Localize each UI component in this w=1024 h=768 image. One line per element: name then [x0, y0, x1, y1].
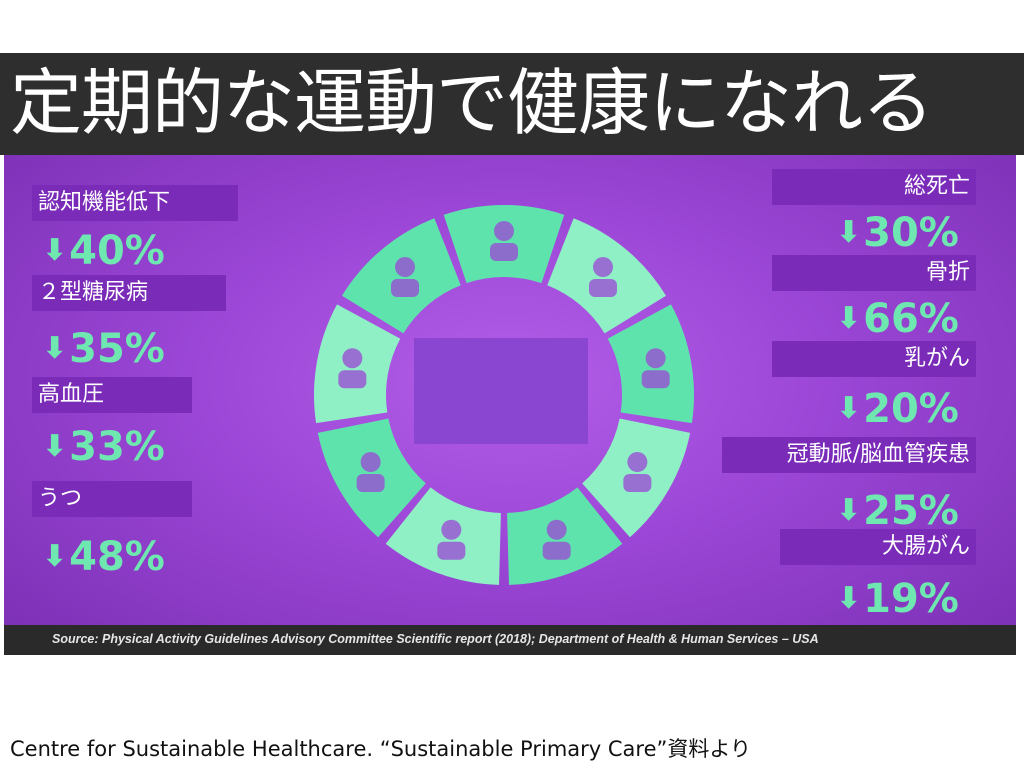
title-bar: 定期的な運動で健康になれる — [0, 53, 1024, 155]
infographic-panel: 認知機能低下 ⬇ 40% ２型糖尿病 ⬇ 35% 高血圧 ⬇ 33% うつ ⬇ 48% … — [4, 155, 1016, 655]
heart-icon — [338, 348, 367, 389]
hand-icon — [391, 257, 420, 298]
down-arrow-icon: ⬇ — [836, 215, 862, 250]
left-value-0: ⬇ 40% — [42, 228, 165, 274]
left-value-2: ⬇ 33% — [42, 424, 165, 470]
left-label-3: うつ — [32, 481, 192, 517]
down-arrow-icon: ⬇ — [836, 301, 862, 336]
left-value-1: ⬇ 35% — [42, 326, 165, 372]
right-value-4: ⬇ 19% — [836, 576, 959, 622]
wheel-center — [414, 338, 588, 444]
slide-title: 定期的な運動で健康になれる — [10, 61, 934, 145]
activity-wheel — [314, 205, 694, 585]
down-arrow-icon: ⬇ — [836, 391, 862, 426]
wheel-segment — [385, 487, 501, 585]
person-silhouette-icon — [356, 452, 385, 492]
left-label-0: 認知機能低下 — [32, 185, 238, 221]
brain-icon — [490, 221, 518, 261]
right-value-3: ⬇ 25% — [836, 488, 959, 534]
right-label-2: 乳がん — [772, 341, 976, 377]
right-value-2: ⬇ 20% — [836, 386, 959, 432]
source-bar: Source: Physical Activity Guidelines Adv… — [4, 625, 1016, 655]
woman-icon — [623, 452, 652, 492]
down-arrow-icon: ⬇ — [42, 233, 68, 268]
right-label-1: 骨折 — [772, 255, 976, 291]
falling-person-icon — [641, 348, 670, 389]
intestine-icon — [437, 519, 466, 560]
down-arrow-icon: ⬇ — [42, 539, 68, 574]
down-arrow-icon: ⬇ — [836, 493, 862, 528]
left-value-3: ⬇ 48% — [42, 534, 165, 580]
citation-footer: Centre for Sustainable Healthcare. “Sust… — [10, 737, 751, 761]
right-label-0: 総死亡 — [772, 169, 976, 205]
right-label-3: 冠動脈/脳血管疾患 — [722, 437, 976, 473]
down-arrow-icon: ⬇ — [836, 581, 862, 616]
right-label-4: 大腸がん — [780, 529, 976, 565]
wheel-segment — [507, 487, 623, 585]
left-label-1: ２型糖尿病 — [32, 275, 226, 311]
family-icon — [588, 257, 617, 298]
doctor-patient-icon — [542, 519, 571, 560]
left-label-2: 高血圧 — [32, 377, 192, 413]
down-arrow-icon: ⬇ — [42, 429, 68, 464]
down-arrow-icon: ⬇ — [42, 331, 68, 366]
source-text: Source: Physical Activity Guidelines Adv… — [52, 632, 819, 646]
right-value-0: ⬇ 30% — [836, 210, 959, 256]
right-value-1: ⬇ 66% — [836, 296, 959, 342]
